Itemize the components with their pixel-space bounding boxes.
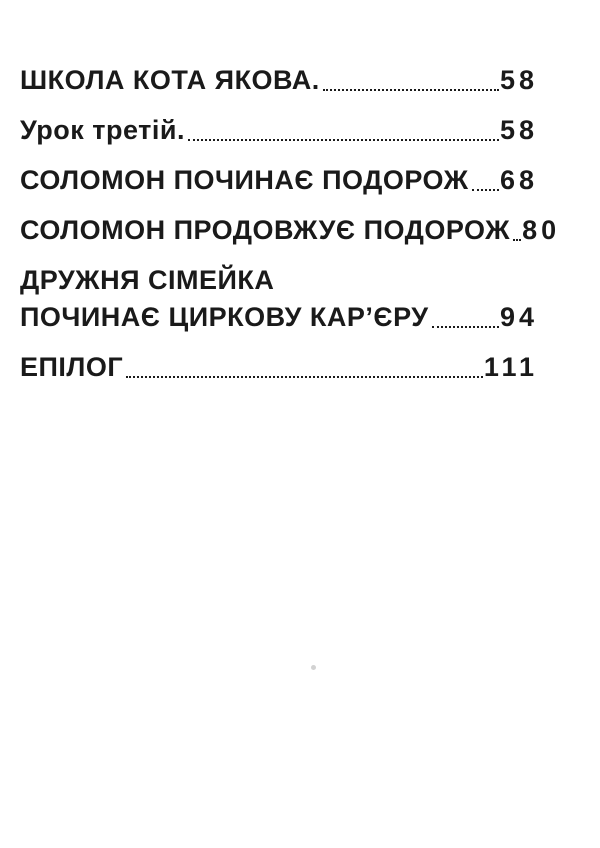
toc-entry-title: СОЛОМОН ПРОДОВЖУЄ ПОДОРОЖ (20, 215, 511, 245)
toc-entry-title: ШКОЛА КОТА ЯКОВА. (20, 65, 320, 95)
toc-entry-line: ДРУЖНЯ СІМЕЙКА (20, 262, 534, 299)
toc-entry-line: Урок третій. 58 (20, 112, 534, 149)
dotted-leader (322, 89, 499, 91)
toc-page-number: 94 (499, 302, 538, 332)
dotted-leader (513, 239, 522, 241)
toc-entry-line: СОЛОМОН ПРОДОВЖУЄ ПОДОРОЖ 80 (20, 212, 556, 249)
toc-entry-line: ШКОЛА КОТА ЯКОВА. 58 (20, 62, 534, 99)
dotted-leader (187, 139, 499, 141)
print-speck (311, 665, 316, 670)
toc-entry-line: ЕПІЛОГ 111 (20, 349, 534, 386)
toc-entry: СОЛОМОН ПРОДОВЖУЄ ПОДОРОЖ 80 (20, 212, 556, 249)
toc-entry-title: ПОЧИНАЄ ЦИРКОВУ КАР’ЄРУ (20, 302, 429, 332)
toc-entry-title: ДРУЖНЯ СІМЕЙКА (20, 265, 275, 295)
table-of-contents: ШКОЛА КОТА ЯКОВА. 58 Урок третій. 58 СОЛ… (20, 62, 556, 399)
toc-entry: ЕПІЛОГ 111 (20, 349, 534, 386)
toc-page-number: 68 (499, 165, 538, 195)
toc-entry: ШКОЛА КОТА ЯКОВА. 58 (20, 62, 534, 99)
toc-entry: ДРУЖНЯ СІМЕЙКА ПОЧИНАЄ ЦИРКОВУ КАР’ЄРУ 9… (20, 262, 534, 336)
toc-entry-title: Урок третій. (20, 115, 185, 145)
toc-entry: Урок третій. 58 (20, 112, 534, 149)
toc-page-number: 58 (499, 65, 538, 95)
dotted-leader (431, 326, 499, 328)
dotted-leader (126, 376, 483, 378)
toc-page-number: 80 (522, 215, 561, 245)
toc-entry-line: СОЛОМОН ПОЧИНАЄ ПОДОРОЖ 68 (20, 162, 534, 199)
toc-entry-title: СОЛОМОН ПОЧИНАЄ ПОДОРОЖ (20, 165, 469, 195)
toc-entry-line: ПОЧИНАЄ ЦИРКОВУ КАР’ЄРУ 94 (20, 299, 534, 336)
toc-page-number: 58 (499, 115, 538, 145)
toc-entry: СОЛОМОН ПОЧИНАЄ ПОДОРОЖ 68 (20, 162, 534, 199)
toc-entry-title: ЕПІЛОГ (20, 352, 124, 382)
toc-page-number: 111 (483, 352, 538, 382)
dotted-leader (471, 189, 499, 191)
